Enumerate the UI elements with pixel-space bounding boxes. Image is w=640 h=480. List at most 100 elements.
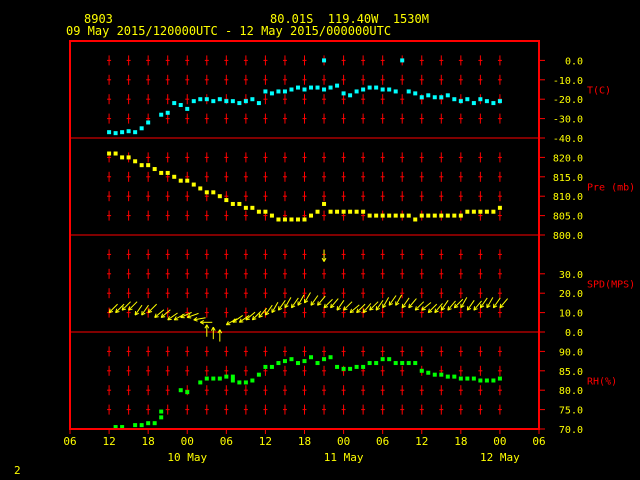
data-point-pressure — [269, 213, 274, 218]
wind-arrow-head — [187, 316, 192, 319]
data-point-temperature — [315, 85, 320, 90]
data-point-humidity — [491, 378, 496, 383]
wind-arrow-head — [362, 308, 365, 313]
data-point-temperature — [367, 85, 372, 90]
data-point-humidity — [295, 361, 300, 366]
data-point-temperature — [243, 99, 248, 104]
wind-arrow-head — [467, 307, 472, 311]
wind-arrow-head — [447, 308, 452, 311]
x-tick-label: 06 — [532, 435, 545, 448]
data-point-humidity — [237, 380, 242, 385]
wind-arrow — [408, 298, 417, 309]
wind-arrow-head — [154, 313, 157, 318]
data-point-pressure — [282, 217, 287, 222]
data-point-humidity — [309, 355, 314, 360]
y-tick-label-temperature: -20.0 — [553, 95, 583, 106]
wind-arrow-head — [204, 324, 208, 329]
wind-arrow-head — [297, 302, 302, 306]
time-period: 09 May 2015/120000UTC - 12 May 2015/0000… — [66, 24, 392, 38]
data-point-temperature — [439, 95, 444, 100]
data-point-pressure — [146, 163, 151, 168]
wind-arrow-head — [369, 306, 372, 311]
y-tick-label-humidity: 70.0 — [559, 425, 583, 436]
data-point-pressure — [361, 209, 366, 214]
page-number: 2 — [14, 464, 21, 477]
wind-arrow — [297, 294, 305, 306]
wind-arrow — [167, 312, 178, 321]
wind-arrow-head — [108, 310, 114, 314]
wind-arrow — [154, 309, 165, 318]
wind-arrow-head — [362, 310, 368, 314]
data-point-humidity — [426, 370, 431, 375]
wind-arrow-head — [369, 308, 374, 311]
data-point-pressure — [406, 213, 411, 218]
wind-arrow — [193, 317, 206, 321]
x-date-label: 10 May — [167, 451, 207, 464]
y-tick-label-pressure: 810.0 — [553, 192, 583, 203]
y-tick-label-humidity: 85.0 — [559, 367, 583, 378]
data-point-temperature — [172, 101, 177, 106]
data-point-temperature — [465, 97, 470, 102]
data-point-humidity — [374, 361, 379, 366]
data-point-humidity — [302, 359, 307, 364]
y-tick-label-wind: 20.0 — [559, 289, 583, 300]
data-point-temperature — [211, 99, 216, 104]
data-point-temperature — [419, 95, 424, 100]
wind-arrow — [421, 302, 432, 311]
wind-arrow — [258, 307, 267, 318]
wind-arrow-head — [258, 313, 261, 318]
data-point-humidity — [198, 380, 203, 385]
data-point-temperature — [250, 97, 255, 102]
wind-arrow — [460, 297, 468, 309]
wind-arrow-head — [128, 308, 133, 311]
data-point-humidity — [348, 366, 353, 371]
data-point-humidity — [380, 357, 385, 362]
wind-arrow-head — [447, 306, 450, 311]
data-point-humidity — [243, 380, 248, 385]
wind-arrow — [401, 297, 410, 309]
data-point-pressure — [237, 201, 242, 206]
data-point-temperature — [413, 91, 418, 96]
data-point-temperature — [237, 101, 242, 106]
wind-arrow-head — [134, 312, 139, 316]
x-tick-label: 12 — [102, 435, 115, 448]
wind-arrow-head — [271, 310, 276, 314]
data-point-humidity — [289, 357, 294, 362]
data-point-pressure — [107, 151, 112, 156]
data-point-humidity — [250, 378, 255, 383]
wind-arrow — [369, 301, 379, 311]
data-point-pressure — [191, 182, 196, 187]
wind-arrow-head — [428, 310, 433, 314]
data-point-pressure — [419, 213, 424, 218]
data-point-humidity — [484, 378, 489, 383]
wind-arrow-head — [323, 306, 329, 309]
data-point-temperature — [185, 106, 190, 111]
y-tick-label-temperature: -40.0 — [553, 134, 583, 145]
data-point-humidity — [400, 361, 405, 366]
wind-arrow-head — [415, 308, 420, 311]
data-point-temperature — [361, 87, 366, 92]
wind-arrow — [265, 304, 273, 316]
data-point-humidity — [387, 357, 392, 362]
wind-arrow — [440, 300, 449, 311]
data-point-temperature — [302, 87, 307, 92]
wind-arrow — [492, 297, 501, 309]
y-tick-label-humidity: 75.0 — [559, 406, 583, 417]
wind-arrow-head — [460, 305, 465, 309]
y-tick-label-pressure: 805.0 — [553, 212, 583, 223]
data-point-humidity — [465, 376, 470, 381]
data-point-pressure — [497, 205, 502, 210]
wind-arrow-head — [251, 315, 254, 321]
data-point-pressure — [198, 186, 203, 191]
data-point-pressure — [250, 205, 255, 210]
data-point-pressure — [113, 151, 118, 156]
data-point-humidity — [497, 376, 502, 381]
wind-arrow-head — [108, 308, 111, 313]
wind-arrow-head — [193, 316, 198, 321]
wind-arrow — [134, 304, 143, 316]
x-tick-label: 00 — [337, 435, 350, 448]
data-point-pressure — [341, 209, 346, 214]
wind-arrow-head — [304, 300, 309, 304]
data-point-humidity — [341, 366, 346, 371]
wind-arrow-head — [238, 318, 242, 323]
